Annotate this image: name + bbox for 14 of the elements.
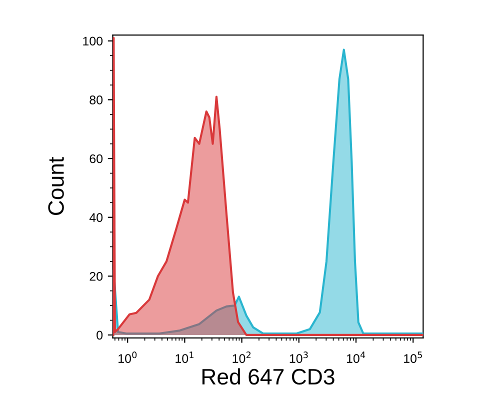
y-tick-label: 40 xyxy=(89,213,103,222)
x-tick-label: 10$^{2}$ xyxy=(232,352,251,363)
y-tick-label: 60 xyxy=(90,154,103,164)
y-tick-label: 100 xyxy=(83,36,103,46)
y-axis-title: Count xyxy=(48,156,64,215)
x-tick-label: 10$^{1}$ xyxy=(176,352,194,363)
x-tick-label: 10$^{4}$ xyxy=(346,352,366,363)
y-tick-label: 80 xyxy=(90,96,103,104)
y-tick-label: 0 xyxy=(96,330,103,340)
x-axis-title: Red 647 CD3 xyxy=(202,368,334,385)
y-tick-label: 20 xyxy=(90,272,103,281)
x-tick-label: 10$^{5}$ xyxy=(404,352,422,363)
x-tick-label: 10$^{3}$ xyxy=(290,352,308,363)
x-tick-label: 10$^{0}$ xyxy=(118,352,137,363)
